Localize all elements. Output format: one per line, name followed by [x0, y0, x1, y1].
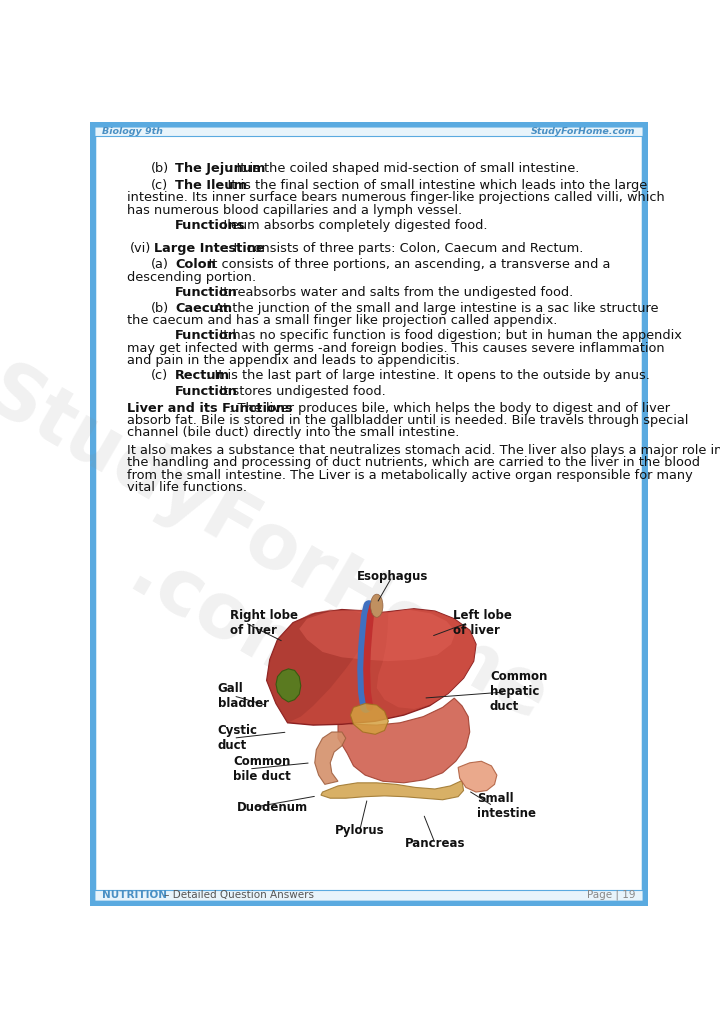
Text: Common
hepatic
duct: Common hepatic duct [490, 671, 547, 714]
Text: Biology 9th: Biology 9th [102, 127, 163, 136]
Text: Esophagus: Esophagus [356, 570, 428, 582]
Text: Colon: Colon [175, 259, 216, 272]
Text: the handling and processing of duct nutrients, which are carried to the liver in: the handling and processing of duct nutr… [127, 456, 701, 469]
Text: Pancreas: Pancreas [405, 837, 465, 850]
Text: the caecum and has a small finger like projection called appendix.: the caecum and has a small finger like p… [127, 314, 557, 327]
Text: It also makes a substance that neutralizes stomach acid. The liver also plays a : It also makes a substance that neutraliz… [127, 444, 720, 457]
Text: (b): (b) [150, 301, 168, 315]
Text: StudyForHome.com: StudyForHome.com [531, 127, 636, 136]
Text: : Ileum absorbs completely digested food.: : Ileum absorbs completely digested food… [215, 219, 487, 232]
Text: Caecum: Caecum [175, 301, 233, 315]
Ellipse shape [371, 595, 383, 617]
Text: Function: Function [175, 385, 238, 398]
Text: Common
bile duct: Common bile duct [233, 755, 291, 783]
Text: Cystic
duct: Cystic duct [218, 724, 258, 752]
PathPatch shape [351, 703, 388, 734]
FancyBboxPatch shape [96, 127, 642, 136]
Text: Pylorus: Pylorus [335, 825, 384, 838]
Text: (b): (b) [150, 162, 168, 175]
Text: : It reabsorbs water and salts from the undigested food.: : It reabsorbs water and salts from the … [211, 286, 573, 299]
Text: Functions: Functions [175, 219, 246, 232]
PathPatch shape [377, 609, 476, 709]
Text: : It stores undigested food.: : It stores undigested food. [211, 385, 386, 398]
Text: Function: Function [175, 286, 238, 299]
Text: from the small intestine. The Liver is a metabolically active organ responsible : from the small intestine. The Liver is a… [127, 468, 693, 482]
Text: Duodenum: Duodenum [238, 801, 308, 814]
Text: (c): (c) [150, 370, 168, 383]
Text: Rectum: Rectum [175, 370, 230, 383]
Text: : It is the final section of small intestine which leads into the large: : It is the final section of small intes… [220, 179, 648, 192]
Text: vital life functions.: vital life functions. [127, 480, 247, 494]
Text: : It consists of three portions, an ascending, a transverse and a: : It consists of three portions, an asce… [200, 259, 611, 272]
Text: and pain in the appendix and leads to appendicitis.: and pain in the appendix and leads to ap… [127, 354, 460, 366]
PathPatch shape [300, 610, 456, 661]
PathPatch shape [458, 761, 497, 792]
Text: (a): (a) [150, 259, 168, 272]
Text: The Jejunum: The Jejunum [175, 162, 266, 175]
Text: (c): (c) [150, 179, 168, 192]
Text: NUTRITION: NUTRITION [102, 890, 167, 900]
Text: : It has no specific function is food digestion; but in human the appendix: : It has no specific function is food di… [211, 329, 682, 342]
Text: StudyForHome
.com: StudyForHome .com [0, 355, 561, 813]
Text: (vi): (vi) [130, 241, 152, 254]
Text: Left lobe
of liver: Left lobe of liver [453, 609, 512, 636]
Text: Page | 19: Page | 19 [587, 890, 636, 901]
PathPatch shape [266, 609, 476, 725]
Text: descending portion.: descending portion. [127, 271, 256, 284]
Text: The Ileum: The Ileum [175, 179, 247, 192]
Text: : At the junction of the small and large intestine is a sac like structure: : At the junction of the small and large… [206, 301, 659, 315]
Text: intestine. Its inner surface bears numerous finger-like projections called villi: intestine. Its inner surface bears numer… [127, 191, 665, 205]
PathPatch shape [266, 610, 365, 723]
FancyBboxPatch shape [92, 124, 646, 904]
Text: : The liver produces bile, which helps the body to digest and of liver: : The liver produces bile, which helps t… [229, 402, 670, 414]
Text: : It consists of three parts: Colon, Caecum and Rectum.: : It consists of three parts: Colon, Cae… [225, 241, 583, 254]
Text: may get infected with germs -and foreign bodies. This causes severe inflammation: may get infected with germs -and foreign… [127, 342, 665, 354]
Text: absorb fat. Bile is stored in the gallbladder until is needed. Bile travels thro: absorb fat. Bile is stored in the gallbl… [127, 414, 688, 427]
Text: Right lobe
of liver: Right lobe of liver [230, 609, 297, 636]
Text: : It is the last part of large intestine. It opens to the outside by anus.: : It is the last part of large intestine… [206, 370, 650, 383]
Text: Gall
bladder: Gall bladder [218, 682, 269, 710]
Text: : It is the coiled shaped mid-section of small intestine.: : It is the coiled shaped mid-section of… [228, 162, 580, 175]
PathPatch shape [276, 669, 301, 702]
PathPatch shape [338, 698, 469, 783]
PathPatch shape [315, 732, 346, 784]
Text: has numerous blood capillaries and a lymph vessel.: has numerous blood capillaries and a lym… [127, 204, 462, 217]
FancyBboxPatch shape [96, 890, 642, 901]
Text: Liver and its Functions: Liver and its Functions [127, 402, 293, 414]
Text: Small
intestine: Small intestine [477, 792, 536, 819]
PathPatch shape [321, 781, 464, 800]
Text: Function: Function [175, 329, 238, 342]
Text: Large Intestine: Large Intestine [153, 241, 264, 254]
Text: – Detailed Question Answers: – Detailed Question Answers [161, 890, 313, 900]
Text: channel (bile duct) directly into the small intestine.: channel (bile duct) directly into the sm… [127, 427, 459, 440]
